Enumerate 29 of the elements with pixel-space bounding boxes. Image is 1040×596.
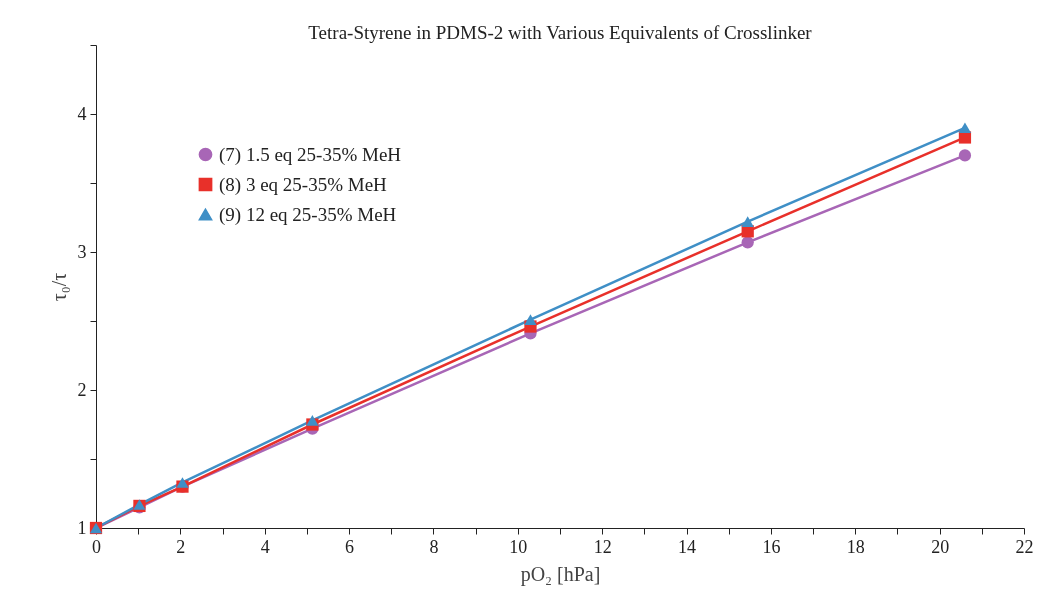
x-tick-label: 6 [345, 536, 355, 557]
point [958, 122, 972, 134]
x-tick-label: 0 [92, 536, 101, 557]
x-tick-label: 22 [1015, 536, 1034, 557]
y-axis-title: τ₀/τ [47, 272, 70, 302]
x-tick-label: 18 [846, 536, 865, 557]
legend-label: (8) 3 eq 25-35% MeH [219, 173, 388, 196]
x-tick-label: 4 [260, 536, 270, 557]
x-tick-label: 10 [509, 536, 528, 557]
y-tick-label: 1 [77, 517, 87, 538]
point [306, 415, 319, 426]
y-tick-label: 2 [77, 379, 87, 400]
point [741, 236, 754, 249]
x-tick-label: 14 [678, 536, 697, 557]
point [176, 477, 189, 488]
x-axis-title: pO₂ [hPa] [520, 562, 601, 586]
x-tick-label: 8 [429, 536, 439, 557]
y-tick-label: 4 [77, 103, 87, 124]
legend-label: (7) 1.5 eq 25-35% MeH [219, 143, 402, 166]
legend-label: (9) 12 eq 25-35% MeH [219, 203, 397, 226]
point [741, 216, 754, 227]
chart-title: Tetra-Styrene in PDMS-2 with Various Equivalents of Crosslinker [308, 22, 813, 43]
y-tick-label: 3 [77, 241, 87, 262]
x-tick-label: 20 [931, 536, 950, 557]
x-tick-label: 2 [176, 536, 186, 557]
point [524, 314, 537, 325]
point [958, 149, 972, 162]
x-tick-label: 16 [762, 536, 781, 557]
x-tick-label: 12 [593, 536, 612, 557]
